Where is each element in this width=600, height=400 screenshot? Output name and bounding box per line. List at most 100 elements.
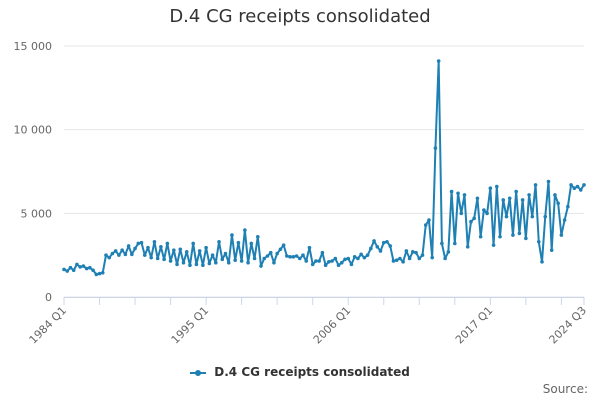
data-point [398,256,402,261]
data-point [191,241,195,246]
data-point [417,256,422,261]
data-point [323,263,328,268]
data-point [375,245,380,249]
data-point [346,256,351,261]
data-point [420,253,425,257]
data-point [268,250,273,255]
legend-label: D.4 CG receipts consolidated [214,365,410,379]
data-point [133,246,137,251]
data-point [88,265,92,270]
data-point [188,263,192,268]
data-point [249,241,254,246]
data-point [453,241,457,246]
x-tick-label: 1984 Q1 [27,304,70,347]
data-point [301,253,305,257]
data-point [181,260,186,265]
data-point [320,250,325,255]
data-point [220,257,225,262]
data-point [259,264,263,268]
data-point [566,204,570,209]
data-point [252,256,257,261]
data-point [575,184,580,189]
data-point [330,259,334,263]
data-point [223,251,228,256]
data-point [391,259,396,263]
data-point [204,245,208,250]
data-point [243,228,247,232]
data-point [378,249,383,253]
data-point [343,257,347,262]
data-point [307,245,312,250]
y-tick-label: 10 000 [14,124,53,137]
y-tick-label: 0 [45,291,52,304]
data-point [317,259,321,263]
data-point [281,243,286,247]
x-tick-label: 2024 Q3 [547,304,590,347]
data-point [294,254,299,258]
data-point [478,234,483,239]
data-point [549,248,554,252]
data-point [62,267,66,272]
data-point [217,239,221,244]
data-point [310,262,315,267]
data-point [440,241,444,246]
data-point [485,211,489,216]
data-point [514,189,518,194]
data-point [175,262,179,267]
data-point [362,255,367,260]
data-point [339,260,344,265]
data-point [236,240,241,245]
x-tick-label: 1995 Q1 [169,304,212,347]
data-point [210,253,215,257]
legend[interactable]: D.4 CG receipts consolidated [0,365,600,379]
data-point [359,252,363,257]
series-layer [62,59,586,277]
data-point [381,240,386,245]
data-point [255,234,260,239]
data-point [569,183,573,187]
data-point [443,256,447,261]
legend-swatch [190,368,207,378]
data-point [524,236,528,241]
data-point [388,244,393,248]
data-point [423,223,428,227]
data-point [527,193,531,197]
data-point [401,260,405,264]
data-point [504,214,509,219]
data-point [491,243,496,247]
data-point [272,260,276,265]
data-point [517,231,522,236]
data-point [275,251,279,256]
credits-link[interactable]: Source: [542,382,588,396]
data-point [159,245,163,249]
data-point [304,259,309,263]
data-point [459,211,464,216]
data-point [530,214,535,219]
data-point [540,260,544,264]
data-point [75,262,79,267]
data-point [110,251,115,256]
data-point [155,256,160,261]
data-point [365,253,370,257]
data-point [207,261,212,266]
data-point [130,252,134,257]
data-point [184,250,189,254]
data-point [162,257,166,262]
data-point [556,201,560,206]
data-point [336,263,341,268]
data-point [495,184,499,189]
data-point [333,256,338,261]
data-point [226,260,231,265]
data-point [113,249,118,253]
data-point [430,255,435,260]
data-point [78,265,82,269]
data-point [172,248,176,252]
data-point [165,241,170,246]
data-point [543,214,548,219]
data-point [369,246,373,251]
data-point [197,249,202,253]
data-point [314,259,318,263]
data-point [498,234,502,239]
data-point [511,233,515,237]
